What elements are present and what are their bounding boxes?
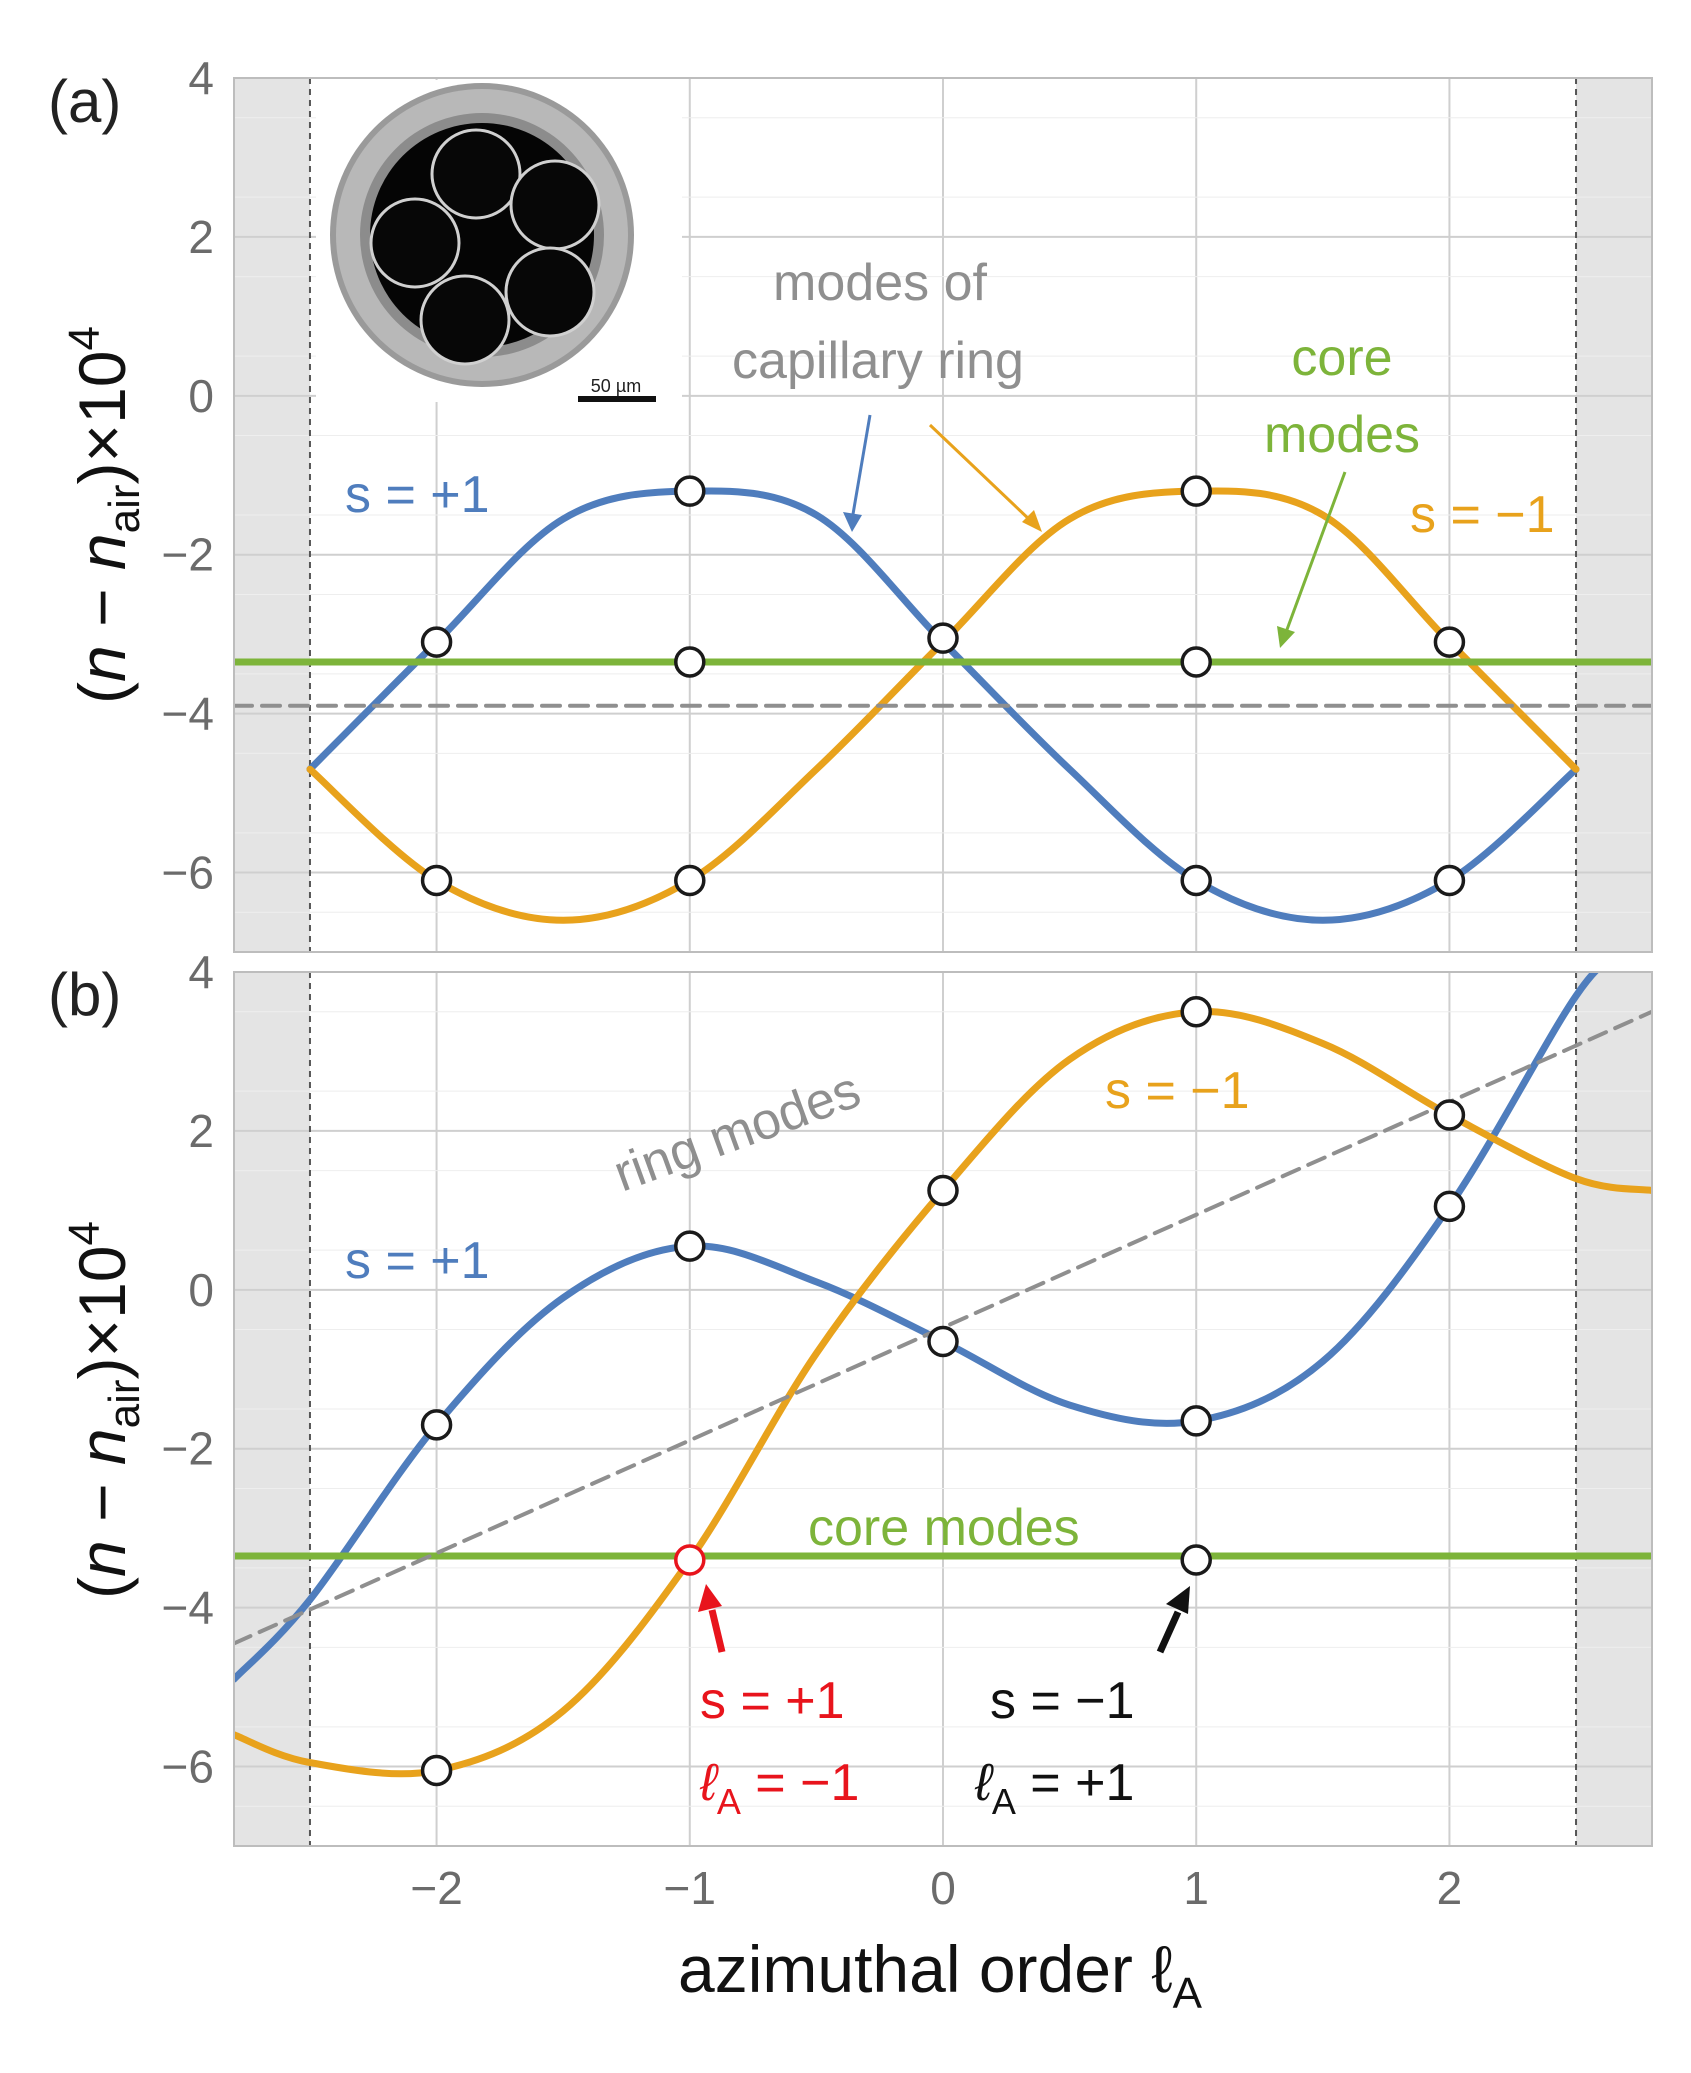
- data-point: [927, 1325, 959, 1358]
- data-point: [420, 626, 453, 658]
- data-point: [674, 646, 706, 678]
- data-point: [1433, 626, 1466, 658]
- label-ring-b: ring modes: [606, 1061, 868, 1203]
- data-point: [420, 1754, 453, 1787]
- arrow-black: [1156, 1586, 1190, 1654]
- data-point: [1433, 1190, 1466, 1223]
- label-s-minus-b: s = −1: [1105, 1062, 1250, 1120]
- arrow-core-green: [1277, 471, 1347, 648]
- data-point: [1433, 864, 1466, 897]
- points-a: [420, 475, 1466, 897]
- data-point: [927, 622, 959, 654]
- label-s-plus-b: s = +1: [345, 1232, 490, 1290]
- data-point: [420, 1409, 453, 1441]
- y-tick-label: −2: [162, 1423, 214, 1475]
- fiber-cross-section-inset: 50 µm: [316, 80, 682, 402]
- plot-frame-a: [233, 77, 1653, 953]
- points-b: [420, 995, 1466, 1787]
- arrow-ring-blue: [843, 414, 872, 532]
- data-point: [927, 1174, 959, 1207]
- data-point: [1180, 1405, 1212, 1437]
- y-tick-label: −2: [162, 529, 214, 581]
- y-tick-label: 2: [188, 1105, 214, 1157]
- data-point-highlight: [674, 1544, 706, 1576]
- series-line-3: [234, 1009, 1652, 1646]
- label-core-a-2: modes: [1264, 406, 1420, 464]
- series-line-1: [234, 1007, 1652, 1778]
- panel-label-b: (b): [48, 961, 121, 1028]
- x-tick-label: −2: [410, 1862, 462, 1914]
- label-black-lA: ℓA = +1: [974, 1754, 1134, 1822]
- y-tick-label: 2: [188, 211, 214, 263]
- data-point: [1180, 1544, 1212, 1576]
- y-tick-label: 0: [188, 370, 214, 422]
- data-point: [674, 475, 706, 507]
- y-axis-label-a: (n − nair)×104: [60, 326, 149, 704]
- y-tick-label: 4: [188, 52, 214, 104]
- label-black-s: s = −1: [990, 1672, 1135, 1730]
- series-line-0: [234, 972, 1600, 1683]
- label-s-minus-a: s = −1: [1410, 486, 1555, 544]
- x-tick-label: 2: [1437, 1862, 1463, 1914]
- y-tick-label: −4: [162, 1582, 214, 1634]
- scale-bar-label: 50 µm: [591, 376, 641, 396]
- data-point: [1180, 864, 1212, 897]
- arrow-red: [698, 1584, 726, 1653]
- label-ring-a-1: modes of: [773, 254, 987, 312]
- y-ticks-a: 4 2 0 −2 −4 −6: [162, 52, 214, 899]
- data-point: [420, 864, 453, 897]
- scale-bar: [578, 396, 656, 402]
- panel-b: 4 2 0 −2 −4 −6 −2 −1 0 1 2 (b) (n − nair)×104 s =…: [48, 946, 1653, 2018]
- data-point: [1180, 646, 1212, 678]
- data-point: [1180, 995, 1212, 1028]
- y-tick-label: −6: [162, 847, 214, 899]
- y-axis-label-b: (n − nair)×104: [60, 1221, 149, 1599]
- y-tick-label: 0: [188, 1264, 214, 1316]
- data-point: [1180, 475, 1212, 507]
- x-tick-label: 0: [930, 1862, 956, 1914]
- y-tick-label: −4: [162, 688, 214, 740]
- x-tick-label: −1: [664, 1862, 716, 1914]
- label-core-b: core modes: [808, 1499, 1080, 1557]
- x-tick-label: 1: [1183, 1862, 1209, 1914]
- y-ticks-b: 4 2 0 −2 −4 −6: [162, 946, 214, 1793]
- plot-frame-b: [233, 971, 1653, 1847]
- panel-label-a: (a): [48, 68, 121, 135]
- y-tick-label: −6: [162, 1741, 214, 1793]
- label-ring-a-2: capillary ring: [732, 332, 1024, 390]
- y-tick-label: 4: [188, 946, 214, 998]
- x-ticks: −2 −1 0 1 2: [410, 1862, 1462, 1914]
- label-red-lA: ℓA = −1: [699, 1754, 859, 1822]
- label-red-s: s = +1: [700, 1672, 845, 1730]
- label-s-plus-a: s = +1: [345, 466, 490, 524]
- data-point: [674, 864, 706, 897]
- x-axis-label: azimuthal order ℓA: [678, 1932, 1203, 2018]
- arrow-ring-orange: [928, 423, 1042, 532]
- data-point: [674, 1230, 706, 1262]
- panel-a: 4 2 0 −2 −4 −6 (a) (n − nair)×104 50 µm s = +…: [48, 52, 1653, 953]
- data-point: [1433, 1099, 1466, 1131]
- label-core-a-1: core: [1291, 329, 1392, 387]
